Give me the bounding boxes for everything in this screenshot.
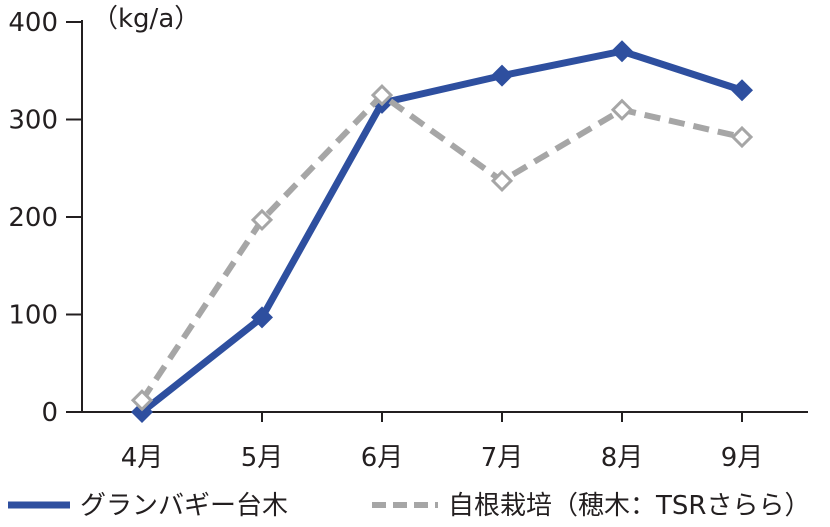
x-tick-label: 7月: [481, 443, 524, 473]
series-line: [139, 47, 744, 415]
y-tick-label: 300: [8, 106, 58, 136]
data-point: [730, 125, 754, 149]
y-axis-unit-label: （kg/a）: [92, 4, 200, 34]
data-point: [370, 84, 394, 107]
data-point: [731, 79, 753, 102]
y-tick-label: 200: [8, 203, 58, 233]
y-axis-ticks: 0 100 200 300 400: [8, 8, 82, 428]
y-tick-label: 0: [41, 398, 58, 428]
y-tick-label: 100: [8, 301, 58, 331]
data-point: [250, 208, 274, 232]
legend-item-2: 自根栽培（穂木：TSRさらら）: [372, 491, 810, 521]
data-point: [610, 98, 634, 121]
data-point: [490, 169, 514, 193]
series-line: [139, 91, 743, 402]
series-2: [130, 84, 754, 412]
x-tick-label: 6月: [361, 443, 404, 473]
data-point: [130, 389, 154, 412]
legend-label: グランバギー台木: [80, 491, 288, 521]
series-1: [131, 40, 753, 423]
data-point: [251, 306, 273, 329]
y-tick-label: 400: [8, 8, 58, 38]
data-point: [491, 64, 513, 87]
legend-item-1: グランバギー台木: [8, 491, 288, 521]
legend: グランバギー台木 自根栽培（穂木：TSRさらら）: [8, 491, 810, 521]
x-tick-label: 8月: [601, 443, 644, 473]
series-layer: [130, 40, 754, 423]
x-axis-ticks: 4月 5月 6月 7月 8月 9月: [121, 412, 764, 473]
data-point: [131, 401, 153, 423]
x-tick-label: 4月: [121, 443, 164, 473]
data-point: [611, 40, 633, 63]
x-tick-label: 9月: [721, 443, 764, 473]
x-tick-label: 5月: [241, 443, 284, 473]
legend-label: 自根栽培（穂木：TSRさらら）: [448, 491, 810, 521]
